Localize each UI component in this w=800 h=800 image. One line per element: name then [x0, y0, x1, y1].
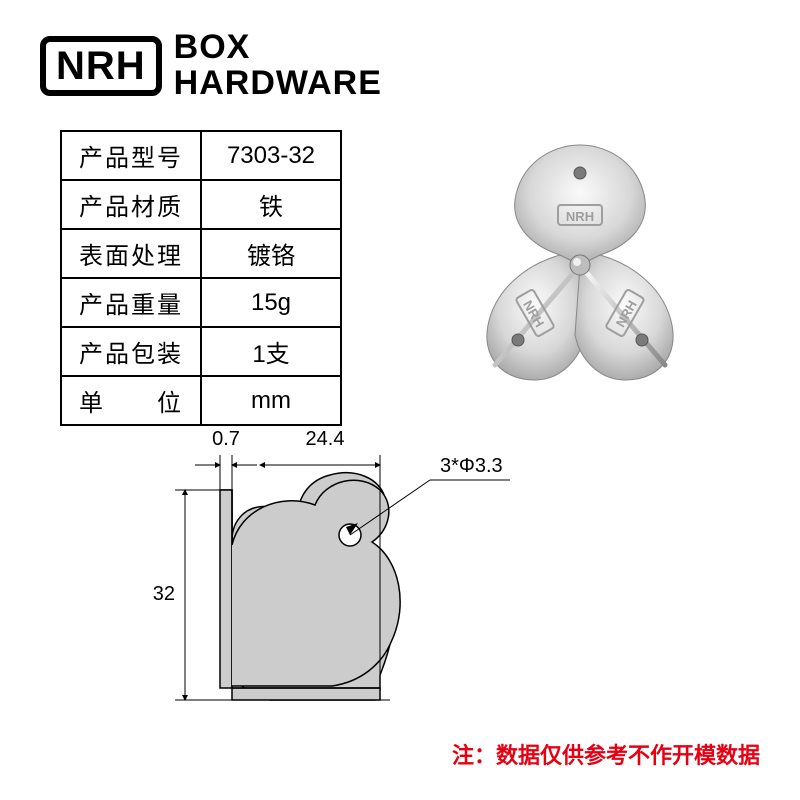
spec-value: 1支 — [201, 327, 341, 376]
table-row: 表面处理镀铬 — [61, 229, 341, 278]
spec-value: 镀铬 — [201, 229, 341, 278]
spec-value: 铁 — [201, 180, 341, 229]
brand-text: BOX HARDWARE — [174, 30, 382, 101]
spec-value: 15g — [201, 278, 341, 327]
brand-line1: BOX — [174, 30, 382, 66]
footnote: 注：数据仅供参考不作开模数据 — [452, 738, 760, 770]
dim-thickness: 0.7 — [212, 428, 240, 450]
spec-label: 单 位 — [61, 376, 201, 425]
svg-text:NRH: NRH — [566, 209, 594, 224]
spec-label: 产品型号 — [61, 131, 201, 180]
brand-line2: HARDWARE — [174, 66, 382, 102]
spec-label: 产品材质 — [61, 180, 201, 229]
table-row: 产品包装1支 — [61, 327, 341, 376]
spec-label: 产品包装 — [61, 327, 201, 376]
dim-height: 32 — [153, 583, 175, 605]
spec-value: mm — [201, 376, 341, 425]
brand-logo-box: NRH — [40, 36, 162, 96]
table-row: 产品重量15g — [61, 278, 341, 327]
spec-value: 7303-32 — [201, 131, 341, 180]
product-photo: NRH NRH NRH — [440, 115, 720, 395]
brand-header: NRH BOX HARDWARE — [40, 30, 382, 101]
dim-width: 24.4 — [306, 428, 345, 450]
table-row: 单 位mm — [61, 376, 341, 425]
table-row: 产品型号7303-32 — [61, 131, 341, 180]
spec-label: 表面处理 — [61, 229, 201, 278]
table-row: 产品材质铁 — [61, 180, 341, 229]
dim-hole: 3*Φ3.3 — [440, 455, 503, 477]
spec-table: 产品型号7303-32产品材质铁表面处理镀铬产品重量15g产品包装1支单 位mm — [60, 130, 342, 426]
technical-diagram: 32 0.7 24.4 3*Φ3.3 — [80, 420, 580, 770]
spec-label: 产品重量 — [61, 278, 201, 327]
